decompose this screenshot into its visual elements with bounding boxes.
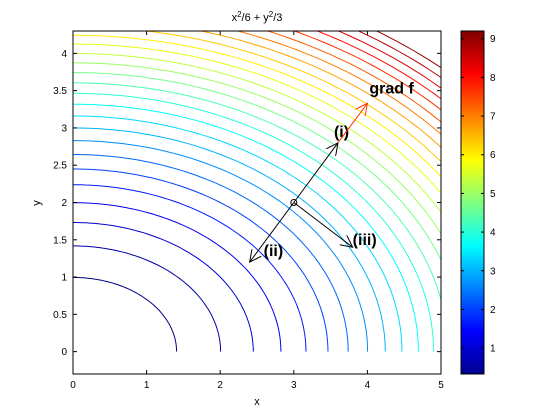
contour-line (73, 276, 178, 352)
contour-line (73, 92, 435, 352)
x-tick-label: 3 (291, 380, 297, 391)
x-tick-label: 5 (438, 380, 444, 391)
contour-line (292, 31, 441, 111)
arrow-ii (250, 202, 295, 263)
contour-line (73, 103, 419, 352)
contour-line (73, 43, 441, 194)
y-axis-label: y (31, 200, 43, 206)
x-axis-ticks: 0 1 2 3 4 5 (70, 31, 444, 391)
contour-line (73, 184, 307, 352)
annotation-label: (iii) (353, 232, 377, 249)
y-tick-label: 3.5 (53, 86, 67, 97)
contour-line (73, 127, 386, 352)
contour-line (73, 62, 441, 235)
colorbar-tick-label: 5 (490, 189, 496, 200)
colorbar-tick-label: 7 (490, 112, 496, 123)
y-tick-label: 2.5 (53, 161, 67, 172)
colorbar-ticks: 1 2 3 4 5 6 7 8 9 (461, 34, 496, 355)
contour-line (73, 82, 441, 302)
x-tick-label: 4 (365, 380, 371, 391)
contour-line (236, 31, 441, 135)
colorbar-tick-label: 9 (490, 34, 496, 45)
colorbar-tick-label: 4 (490, 228, 496, 239)
y-tick-label: 1.5 (53, 235, 67, 246)
x-tick-label: 1 (144, 380, 150, 391)
contour-line (73, 168, 329, 352)
y-tick-label: 0.5 (53, 310, 67, 321)
arrows-layer: (i) grad f (ii) (iii) (250, 80, 415, 262)
arrow-grad-f (337, 103, 367, 144)
x-axis-label: x (254, 396, 260, 408)
y-tick-label: 0 (61, 347, 67, 358)
contour-line (73, 34, 441, 178)
colorbar-tick-label: 3 (490, 266, 496, 277)
contour-line (73, 115, 403, 352)
y-tick-label: 3 (61, 123, 67, 134)
x-tick-label: 0 (70, 380, 76, 391)
chart-title: x2/6 + y2/3 (232, 10, 283, 24)
contour-line (141, 31, 441, 163)
colorbar-tick-label: 6 (490, 150, 496, 161)
contour-line (198, 31, 441, 149)
contour-line (315, 31, 441, 100)
arrow-i (293, 143, 338, 203)
evaluation-point (290, 199, 298, 206)
contour-line (73, 53, 441, 214)
colorbar-tick-label: 1 (490, 344, 496, 355)
contour-line (73, 140, 369, 352)
contour-line (73, 222, 254, 352)
contour-line (265, 31, 441, 123)
annotation-label: grad f (369, 80, 414, 97)
annotation-label: (ii) (264, 243, 284, 260)
contour-line (73, 202, 282, 352)
arrow-iii (293, 202, 353, 248)
y-tick-label: 4 (61, 49, 67, 60)
contour-line (73, 72, 441, 262)
y-axis-ticks: 0 0.5 1 1.5 2 2.5 3 3.5 4 (53, 49, 441, 358)
colorbar-tick-label: 8 (490, 73, 496, 84)
x-tick-label: 2 (217, 380, 223, 391)
contour-line (73, 154, 349, 352)
plot-area (73, 31, 441, 374)
colorbar (460, 30, 485, 375)
colorbar-tick-label: 2 (490, 305, 496, 316)
y-tick-label: 1 (61, 273, 67, 284)
contour-line (73, 245, 222, 352)
annotation-label: (i) (334, 124, 349, 141)
y-tick-label: 2 (61, 198, 67, 209)
